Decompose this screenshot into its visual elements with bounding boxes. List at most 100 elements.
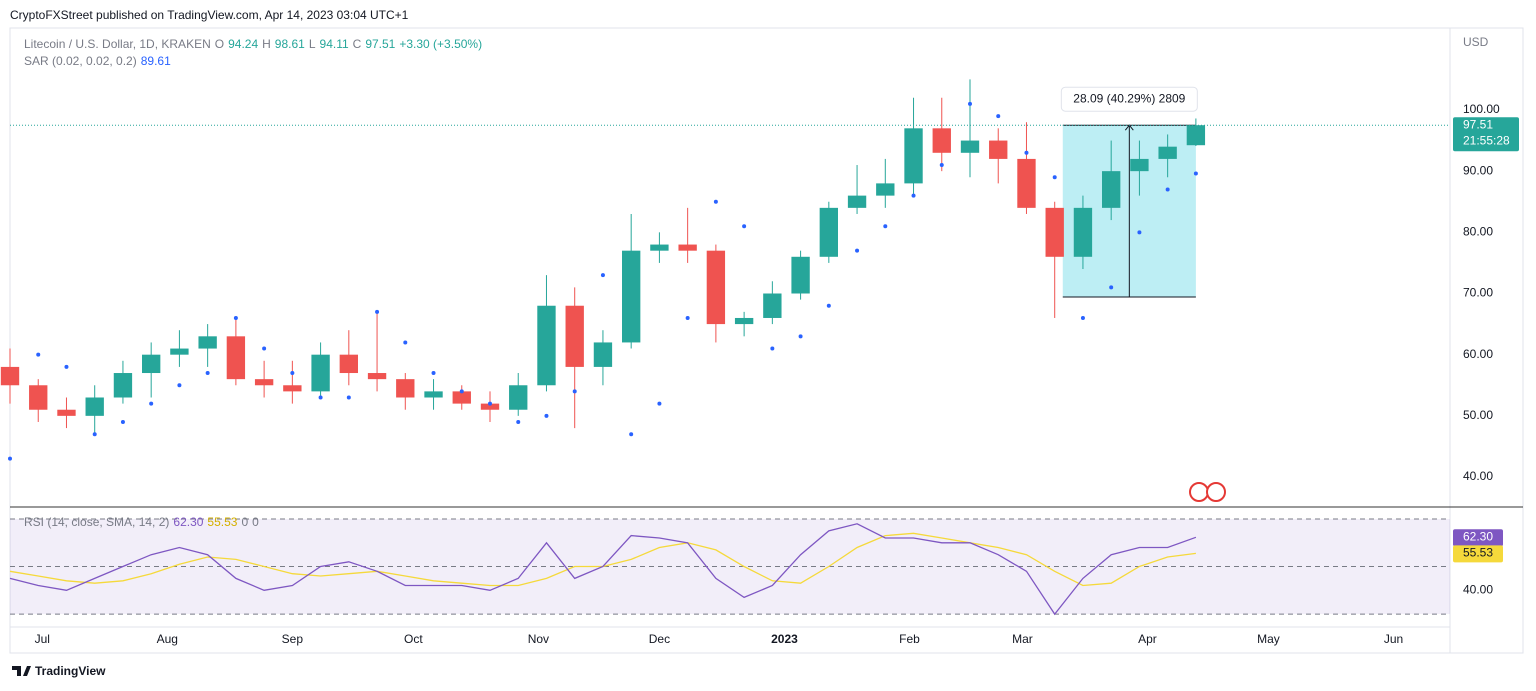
candle-body [734, 317, 754, 325]
sar-dot [1109, 285, 1114, 290]
candle-body [678, 244, 697, 251]
candle-body [904, 128, 923, 184]
legend-item: 0 [252, 515, 259, 529]
sar-dot [911, 193, 916, 198]
legend-item: 62.30 [173, 515, 203, 529]
sar-dot [572, 389, 577, 394]
x-tick-label: Mar [1012, 632, 1033, 646]
candle-body [85, 397, 104, 416]
candle-body [1186, 125, 1206, 146]
countdown: 21:55:28 [1463, 133, 1510, 147]
candle-body [480, 403, 500, 410]
candle-body [396, 379, 415, 398]
y-tick-label: 90.00 [1463, 163, 1493, 177]
sar-dot [685, 315, 690, 320]
sar-dot [375, 309, 380, 314]
candle-body [622, 250, 641, 343]
sar-dot [798, 334, 803, 339]
footer: TradingView [35, 664, 106, 678]
legend-item: SAR (0.02, 0.02, 0.2) [24, 54, 137, 68]
candle-body [0, 366, 20, 386]
y-tick-label: 40.00 [1463, 469, 1493, 483]
candle-body [1073, 207, 1093, 257]
candle-body [847, 195, 867, 208]
sar-dot [516, 419, 521, 424]
x-tick-label: Feb [899, 632, 920, 646]
candle-body [311, 354, 330, 392]
candle-body [650, 244, 669, 251]
candle-body [113, 373, 133, 398]
candle-body [593, 342, 613, 367]
sar-dot [1080, 315, 1085, 320]
legend-item: RSI (14, close, SMA, 14, 2) [24, 515, 169, 529]
rsi-tag-label: 55.53 [1463, 546, 1493, 560]
sar-dot [826, 303, 831, 308]
sar-dot [36, 352, 41, 357]
legend-item: 98.61 [275, 37, 305, 51]
candle-body [1158, 146, 1177, 159]
sar-dot [346, 395, 351, 400]
candle-body [706, 250, 726, 325]
sar-dot [318, 395, 323, 400]
y-unit: USD [1463, 35, 1489, 49]
candle-body [254, 379, 274, 386]
sar-dot [149, 401, 154, 406]
x-tick-label: Sep [282, 632, 304, 646]
candle-body [763, 293, 782, 318]
event-icons [1189, 482, 1226, 502]
footer-logo [12, 666, 31, 676]
x-tick-label: Apr [1138, 632, 1157, 646]
sar-dot [629, 432, 634, 437]
candle-body [424, 391, 443, 398]
legend-item: 97.51 [365, 37, 395, 51]
sar-dot [431, 371, 436, 376]
rsi-tick-label: 40.00 [1463, 582, 1493, 596]
candle-body [876, 183, 895, 196]
x-tick-label: Aug [157, 632, 178, 646]
sar-dot [544, 413, 549, 418]
sar-dot [770, 346, 775, 351]
candle-body [170, 348, 189, 355]
legend: RSI (14, close, SMA, 14, 2) 62.30 55.53 0 0 [24, 515, 259, 529]
sar-dot [205, 371, 210, 376]
y-tick-label: 70.00 [1463, 286, 1493, 300]
sar-dot [939, 163, 944, 168]
x-tick-label: Nov [528, 632, 549, 646]
x-tick-label: Dec [649, 632, 670, 646]
candle-body [1017, 158, 1036, 208]
rsi-tag-label: 62.30 [1463, 529, 1493, 543]
rsi-tag [1453, 529, 1503, 547]
sar-dot [600, 273, 605, 278]
legend-item: 94.11 [320, 37, 349, 51]
legend-item: 94.24 [228, 37, 258, 51]
x-tick-label: Oct [404, 632, 423, 646]
price-tag-label: 97.51 [1463, 117, 1493, 131]
sar-dot [657, 401, 662, 406]
candle-body [339, 354, 358, 374]
candle-body [537, 305, 556, 386]
candle-body [367, 373, 387, 380]
rsi-tag [1453, 545, 1503, 563]
candle-body [819, 207, 838, 257]
candle-body [509, 385, 528, 410]
legend: SAR (0.02, 0.02, 0.2) 89.61 [24, 54, 171, 68]
candle-body [960, 140, 980, 153]
candle-body [29, 385, 48, 410]
sar-dot [1165, 187, 1170, 192]
price-tag [1453, 117, 1519, 152]
legend-item: C [353, 37, 362, 51]
candle-body [198, 336, 217, 349]
legend-item: 89.61 [141, 54, 171, 68]
sar-dot [713, 199, 718, 204]
frame [9, 27, 1524, 654]
sar-dot [403, 340, 408, 345]
sar-dot [120, 419, 125, 424]
sar-dot [233, 315, 238, 320]
sar-dot [92, 432, 97, 437]
candle-body [142, 354, 161, 374]
x-tick-label: 2023 [771, 632, 798, 646]
sar-dot [8, 456, 12, 461]
measure-label: 28.09 (40.29%) 2809 [1073, 91, 1185, 105]
sar-dot [488, 401, 492, 406]
